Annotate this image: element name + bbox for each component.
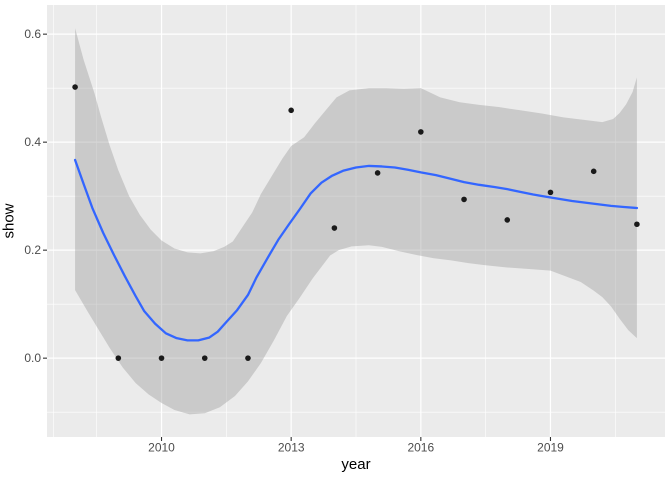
data-points [72,84,640,361]
data-point [158,355,165,361]
data-point [590,168,597,175]
data-point [245,355,251,361]
data-point [547,189,554,196]
grid-major [47,5,665,437]
axis-ticks [43,33,552,441]
data-point [72,84,78,90]
y-tick-label: 0.0 [24,351,41,365]
data-point [461,196,467,203]
data-point [634,221,640,228]
data-point [418,129,424,135]
y-tick-label: 0.4 [24,135,41,149]
x-tick-label: 2013 [278,441,305,455]
data-point [504,217,511,223]
data-point [374,170,381,176]
data-point [331,225,338,231]
y-tick-label: 0.2 [24,243,41,257]
data-point [201,355,208,361]
x-tick-label: 2016 [407,441,434,455]
data-point [288,107,294,114]
smooth-line [73,158,639,342]
x-tick-labels: 2010 2013 2016 2019 [148,441,564,455]
x-tick-label: 2019 [537,441,564,455]
data-point [115,355,122,361]
confidence-ribbon [75,28,637,415]
y-tick-labels: 0.0 0.2 0.4 0.6 [24,27,41,365]
x-tick-label: 2010 [148,441,175,455]
y-tick-label: 0.6 [24,27,41,41]
grid-minor [47,5,665,437]
